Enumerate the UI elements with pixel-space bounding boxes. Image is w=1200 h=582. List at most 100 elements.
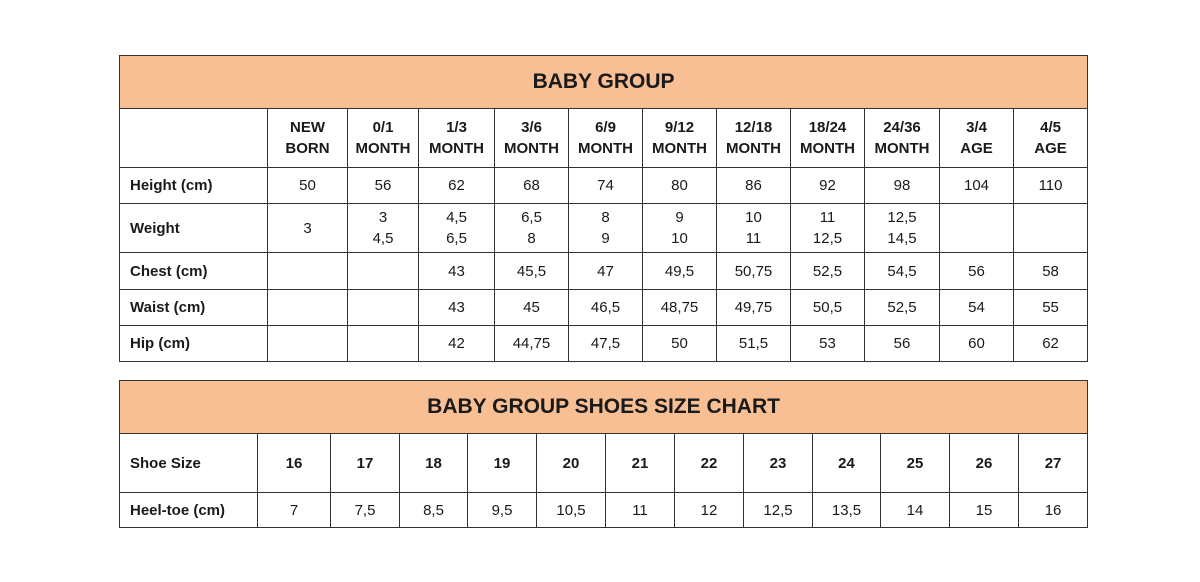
column-header: 12/18 MONTH	[716, 108, 791, 168]
value-cell: 50	[642, 325, 717, 362]
value-cell: 52,5	[790, 252, 865, 290]
value-cell: 11	[605, 492, 675, 528]
value-cell: 3 4,5	[347, 203, 419, 253]
value-cell: 49,5	[642, 252, 717, 290]
value-cell: 56	[347, 167, 419, 204]
value-cell: 8,5	[399, 492, 468, 528]
value-cell: 18	[399, 433, 468, 493]
column-header: 6/9 MONTH	[568, 108, 643, 168]
column-header: 4/5 AGE	[1012, 108, 1089, 168]
value-cell: 24	[812, 433, 881, 493]
shoes-size-table: BABY GROUP SHOES SIZE CHART Shoe Size 16 1…	[118, 380, 1089, 528]
column-header: 9/12 MONTH	[642, 108, 717, 168]
value-cell: 48,75	[642, 289, 717, 326]
value-cell: 62	[418, 167, 495, 204]
row-label: Hip (cm)	[119, 325, 268, 362]
column-header-row: NEW BORN 0/1 MONTH 1/3 MONTH 3/6 MONTH 6/9 MONTH 9…	[119, 108, 1089, 168]
value-cell: 20	[536, 433, 606, 493]
column-header: 3/6 MONTH	[494, 108, 569, 168]
value-cell: 98	[864, 167, 940, 204]
value-cell: 12,5	[743, 492, 813, 528]
value-cell: 10 11	[716, 203, 791, 253]
value-cell: 43	[418, 289, 495, 326]
value-cell: 26	[949, 433, 1019, 493]
column-header: 0/1 MONTH	[347, 108, 419, 168]
value-cell	[347, 289, 419, 326]
value-cell: 54	[939, 289, 1014, 326]
value-cell: 23	[743, 433, 813, 493]
row-label: Height (cm)	[119, 167, 268, 204]
row-label: Weight	[119, 203, 268, 253]
value-cell	[267, 325, 348, 362]
table-row: Heel-toe (cm) 7 7,5 8,5 9,5 10,5 11 12 12,5 13,5 1…	[119, 492, 1089, 528]
value-cell: 42	[418, 325, 495, 362]
value-cell: 9 10	[642, 203, 717, 253]
value-cell: 17	[330, 433, 400, 493]
value-cell: 110	[1012, 167, 1089, 204]
empty-corner-cell	[119, 108, 268, 168]
value-cell: 45,5	[494, 252, 569, 290]
value-cell	[939, 203, 1014, 253]
column-header: 18/24 MONTH	[790, 108, 865, 168]
value-cell: 50,5	[790, 289, 865, 326]
table-row: Weight 3 3 4,5 4,5 6,5 6,5 8 8 9 9 10 10 11 11 12,5 12,5…	[119, 203, 1089, 253]
value-cell: 56	[864, 325, 940, 362]
value-cell: 27	[1017, 433, 1089, 493]
value-cell: 4,5 6,5	[418, 203, 495, 253]
value-cell: 12	[674, 492, 744, 528]
row-label: Chest (cm)	[119, 252, 268, 290]
value-cell: 16	[1017, 492, 1089, 528]
value-cell: 104	[939, 167, 1014, 204]
value-cell: 25	[880, 433, 950, 493]
value-cell: 43	[418, 252, 495, 290]
value-cell: 50,75	[716, 252, 791, 290]
value-cell	[1012, 203, 1089, 253]
value-cell: 80	[642, 167, 717, 204]
value-cell: 14	[880, 492, 950, 528]
table-row: Hip (cm) 42 44,75 47,5 50 51,5 53 56 60 62	[119, 325, 1089, 362]
value-cell: 44,75	[494, 325, 569, 362]
table-title: BABY GROUP SHOES SIZE CHART	[118, 380, 1089, 434]
column-header: 1/3 MONTH	[418, 108, 495, 168]
table-row: Waist (cm) 43 45 46,5 48,75 49,75 50,5 52,5 54 55	[119, 289, 1089, 326]
value-cell: 9,5	[467, 492, 537, 528]
table-row: Chest (cm) 43 45,5 47 49,5 50,75 52,5 54,5 56 58	[119, 252, 1089, 290]
value-cell: 55	[1012, 289, 1089, 326]
value-cell: 11 12,5	[790, 203, 865, 253]
value-cell: 13,5	[812, 492, 881, 528]
value-cell: 3	[267, 203, 348, 253]
value-cell: 74	[568, 167, 643, 204]
row-label: Waist (cm)	[119, 289, 268, 326]
value-cell: 47,5	[568, 325, 643, 362]
value-cell: 51,5	[716, 325, 791, 362]
value-cell: 7,5	[330, 492, 400, 528]
value-cell	[347, 252, 419, 290]
column-header: 3/4 AGE	[939, 108, 1014, 168]
value-cell: 46,5	[568, 289, 643, 326]
value-cell	[267, 252, 348, 290]
value-cell: 12,5 14,5	[864, 203, 940, 253]
table-row: Height (cm) 50 56 62 68 74 80 86 92 98 104 110	[119, 167, 1089, 204]
value-cell: 21	[605, 433, 675, 493]
value-cell: 54,5	[864, 252, 940, 290]
value-cell: 68	[494, 167, 569, 204]
column-header: NEW BORN	[267, 108, 348, 168]
value-cell: 58	[1012, 252, 1089, 290]
value-cell	[267, 289, 348, 326]
table-title: BABY GROUP	[118, 55, 1089, 109]
value-cell	[347, 325, 419, 362]
row-label: Shoe Size	[119, 433, 258, 493]
value-cell: 52,5	[864, 289, 940, 326]
value-cell: 56	[939, 252, 1014, 290]
value-cell: 19	[467, 433, 537, 493]
value-cell: 47	[568, 252, 643, 290]
value-cell: 15	[949, 492, 1019, 528]
value-cell: 60	[939, 325, 1014, 362]
value-cell: 7	[257, 492, 331, 528]
row-label: Heel-toe (cm)	[119, 492, 258, 528]
value-cell: 53	[790, 325, 865, 362]
value-cell: 62	[1012, 325, 1089, 362]
value-cell: 45	[494, 289, 569, 326]
value-cell: 6,5 8	[494, 203, 569, 253]
value-cell: 86	[716, 167, 791, 204]
